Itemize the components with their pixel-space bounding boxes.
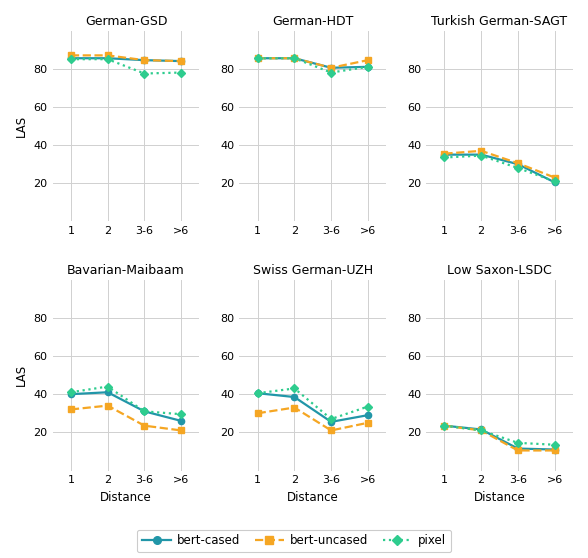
- X-axis label: Distance: Distance: [287, 491, 339, 504]
- Title: German-HDT: German-HDT: [272, 15, 353, 28]
- X-axis label: Distance: Distance: [100, 491, 152, 504]
- Title: Turkish German-SAGT: Turkish German-SAGT: [432, 15, 567, 28]
- Y-axis label: LAS: LAS: [15, 115, 28, 137]
- Title: Bavarian-Maibaam: Bavarian-Maibaam: [67, 264, 185, 277]
- Legend: bert-cased, bert-uncased, pixel: bert-cased, bert-uncased, pixel: [137, 530, 451, 552]
- Y-axis label: LAS: LAS: [15, 364, 28, 386]
- Title: Swiss German-UZH: Swiss German-UZH: [253, 264, 373, 277]
- Title: Low Saxon-LSDC: Low Saxon-LSDC: [447, 264, 552, 277]
- X-axis label: Distance: Distance: [474, 491, 526, 504]
- Title: German-GSD: German-GSD: [85, 15, 167, 28]
